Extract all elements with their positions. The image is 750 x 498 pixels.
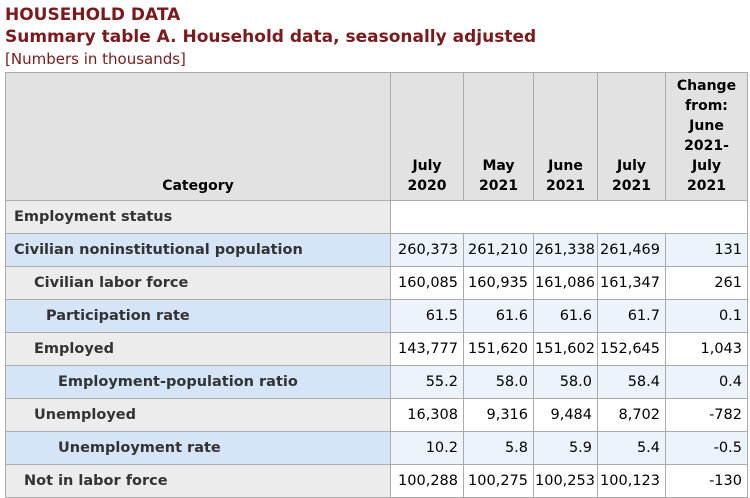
value-cell: 100,123 xyxy=(597,463,666,498)
value-cell: 261,469 xyxy=(597,232,666,267)
change-cell: -130 xyxy=(665,463,748,498)
column-header: May 2021 xyxy=(463,71,534,201)
table-row: Not in labor force 100,288 100,275 100,253 1… xyxy=(5,463,748,498)
category-cell: Civilian labor force xyxy=(5,265,391,300)
category-cell: Participation rate xyxy=(5,298,391,333)
value-cell: 58.4 xyxy=(597,364,666,399)
value-cell: 152,645 xyxy=(597,331,666,366)
value-cell: 61.6 xyxy=(533,298,598,333)
value-cell: 5.8 xyxy=(463,430,534,465)
value-cell: 151,620 xyxy=(463,331,534,366)
report-section-title: HOUSEHOLD DATA xyxy=(5,5,181,25)
column-header: July 2021 xyxy=(597,71,666,201)
category-cell: Not in labor force xyxy=(5,463,391,498)
table-row: Unemployed 16,308 9,316 9,484 8,702 -782 xyxy=(5,397,748,432)
value-cell: 5.4 xyxy=(597,430,666,465)
table-row: Civilian noninstitutional population 260,… xyxy=(5,232,748,267)
summary-table: Category July 2020 May 2021 June 2021 July 2… xyxy=(5,71,748,498)
table-row: Employment-population ratio 55.2 58.0 58.0 5… xyxy=(5,364,748,399)
change-cell: -782 xyxy=(665,397,748,432)
category-cell: Employment status xyxy=(5,199,391,234)
header-row: Category July 2020 May 2021 June 2021 July 2… xyxy=(5,71,748,201)
category-column-header: Category xyxy=(5,71,391,201)
value-cell: 61.6 xyxy=(463,298,534,333)
change-cell: 1,043 xyxy=(665,331,748,366)
value-cell: 9,484 xyxy=(533,397,598,432)
change-cell: 131 xyxy=(665,232,748,267)
value-cell: 8,702 xyxy=(597,397,666,432)
value-cell: 61.7 xyxy=(597,298,666,333)
change-cell: 0.4 xyxy=(665,364,748,399)
category-cell: Unemployment rate xyxy=(5,430,391,465)
value-cell: 100,253 xyxy=(533,463,598,498)
value-cell: 261,338 xyxy=(533,232,598,267)
table-row: Civilian labor force 160,085 160,935 161,08… xyxy=(5,265,748,300)
category-cell: Unemployed xyxy=(5,397,391,432)
value-cell: 61.5 xyxy=(390,298,464,333)
empty-span-cell xyxy=(390,199,748,234)
value-cell: 58.0 xyxy=(533,364,598,399)
value-cell: 55.2 xyxy=(390,364,464,399)
value-cell: 100,288 xyxy=(390,463,464,498)
value-cell: 5.9 xyxy=(533,430,598,465)
table-title: Summary table A. Household data, seasona… xyxy=(5,27,537,48)
table-body: Employment status Civilian noninstitution… xyxy=(5,199,748,498)
table-row: Participation rate 61.5 61.6 61.6 61.7 0.1 xyxy=(5,298,748,333)
change-cell: -0.5 xyxy=(665,430,748,465)
value-cell: 9,316 xyxy=(463,397,534,432)
category-cell: Employed xyxy=(5,331,391,366)
category-cell: Employment-population ratio xyxy=(5,364,391,399)
section-row: Employment status xyxy=(5,199,748,234)
value-cell: 58.0 xyxy=(463,364,534,399)
table-row: Unemployment rate 10.2 5.8 5.9 5.4 -0.5 xyxy=(5,430,748,465)
value-cell: 261,210 xyxy=(463,232,534,267)
value-cell: 161,347 xyxy=(597,265,666,300)
value-cell: 260,373 xyxy=(390,232,464,267)
value-cell: 160,085 xyxy=(390,265,464,300)
value-cell: 143,777 xyxy=(390,331,464,366)
value-cell: 10.2 xyxy=(390,430,464,465)
category-cell: Civilian noninstitutional population xyxy=(5,232,391,267)
column-header: Change from: June 2021- July 2021 xyxy=(665,71,748,201)
value-cell: 16,308 xyxy=(390,397,464,432)
table-head: Category July 2020 May 2021 June 2021 July 2… xyxy=(5,71,748,201)
change-cell: 261 xyxy=(665,265,748,300)
value-cell: 151,602 xyxy=(533,331,598,366)
value-cell: 160,935 xyxy=(463,265,534,300)
units-note: [Numbers in thousands] xyxy=(5,49,186,68)
column-header: June 2021 xyxy=(533,71,598,201)
value-cell: 100,275 xyxy=(463,463,534,498)
change-cell: 0.1 xyxy=(665,298,748,333)
table-row: Employed 143,777 151,620 151,602 152,645 1,04… xyxy=(5,331,748,366)
value-cell: 161,086 xyxy=(533,265,598,300)
column-header: July 2020 xyxy=(390,71,464,201)
